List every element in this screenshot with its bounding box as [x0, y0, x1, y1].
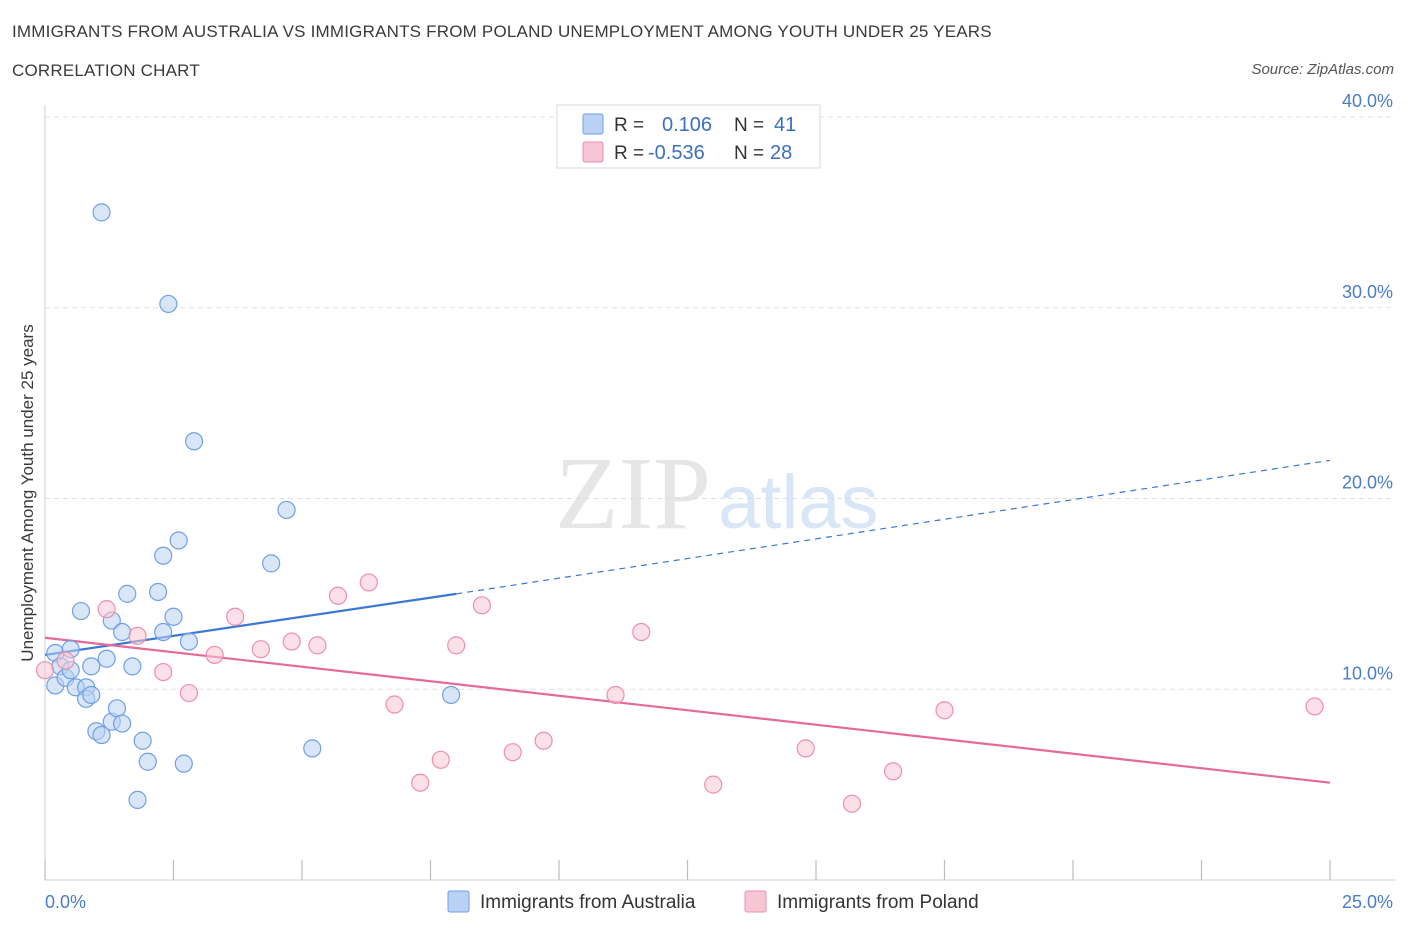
stats-legend-swatch-australia	[582, 113, 604, 135]
stats-legend-n-label-poland: N =	[734, 143, 764, 164]
chart-title: IMMIGRANTS FROM AUSTRALIA VS IMMIGRANTS …	[12, 22, 992, 41]
data-point-australia	[82, 657, 101, 676]
data-point-australia	[97, 649, 116, 668]
data-point-poland	[97, 600, 116, 619]
data-point-poland	[796, 739, 815, 758]
data-point-poland	[534, 731, 553, 750]
stats-legend-r-label-poland: R =	[614, 143, 644, 164]
trend-line-australia-extrapolated	[456, 459, 1331, 595]
data-point-poland	[606, 685, 625, 705]
data-point-poland	[226, 607, 245, 626]
gridlines	[45, 116, 1395, 690]
data-point-poland	[411, 773, 430, 792]
y-tick-label: 20.0%	[1342, 473, 1393, 493]
axes	[44, 105, 1395, 881]
data-point-poland	[56, 651, 75, 670]
y-tick-label: 30.0%	[1342, 282, 1393, 302]
data-point-poland	[251, 640, 270, 659]
x-tick-label: 0.0%	[45, 892, 86, 912]
data-point-australia	[148, 582, 168, 602]
data-point-poland	[359, 573, 378, 592]
watermark-zip: ZIP	[555, 436, 711, 551]
data-point-poland	[35, 661, 55, 680]
data-point-australia	[179, 632, 199, 651]
data-point-poland	[154, 662, 173, 682]
data-point-australia	[138, 752, 157, 771]
data-point-poland	[472, 596, 491, 615]
data-point-australia	[123, 657, 142, 676]
data-point-australia	[128, 790, 147, 809]
data-point-australia	[441, 685, 461, 705]
series-poland-points	[35, 573, 1324, 813]
data-point-australia	[71, 601, 91, 621]
stats-legend-r-value-poland: -0.536	[648, 142, 705, 164]
data-point-australia	[118, 584, 137, 603]
data-point-poland	[503, 743, 522, 762]
stats-legend-swatch-poland	[582, 141, 604, 163]
data-point-poland	[632, 622, 651, 642]
bottom-legend-label-australia: Immigrants from Australia	[480, 892, 696, 913]
data-point-poland	[282, 632, 301, 651]
stats-legend-n-label-australia: N =	[734, 115, 764, 136]
source-label: Source: ZipAtlas.com	[1251, 61, 1394, 78]
data-point-australia	[262, 554, 281, 573]
data-point-poland	[179, 683, 199, 703]
stats-legend-r-value-australia: 0.106	[662, 114, 712, 136]
chart-subtitle: CORRELATION CHART	[12, 61, 200, 80]
watermark-atlas: atlas	[718, 460, 879, 545]
data-point-poland	[704, 775, 723, 794]
data-point-australia	[112, 622, 132, 642]
trend-lines	[44, 459, 1331, 784]
data-point-poland	[328, 586, 348, 605]
bottom-legend: Immigrants from Australia Immigrants fro…	[447, 890, 979, 913]
data-point-australia	[112, 714, 132, 733]
data-point-poland	[205, 645, 224, 665]
stats-legend-n-value-australia: 41	[774, 114, 796, 136]
bottom-legend-swatch-australia	[447, 890, 470, 913]
data-point-poland	[935, 701, 954, 720]
data-point-poland	[447, 636, 466, 655]
data-point-australia	[169, 531, 188, 550]
tick-labels: 10.0% 20.0% 30.0% 40.0% 0.0% 25.0%	[45, 91, 1393, 912]
data-point-poland	[1305, 697, 1324, 716]
watermark: ZIP atlas	[555, 436, 879, 551]
stats-legend-n-value-poland: 28	[770, 142, 792, 164]
data-point-australia	[82, 685, 101, 705]
data-point-australia	[133, 731, 152, 750]
data-point-poland	[842, 794, 862, 813]
y-tick-label: 10.0%	[1342, 663, 1393, 683]
data-point-australia	[154, 546, 173, 565]
data-point-australia	[92, 203, 111, 222]
y-axis-title: Unemployment Among Youth under 25 years	[18, 324, 37, 661]
trend-line-poland	[44, 636, 1331, 784]
data-point-poland	[128, 626, 147, 645]
bottom-legend-label-poland: Immigrants from Poland	[777, 892, 979, 913]
data-point-australia	[107, 699, 127, 718]
data-point-australia	[154, 622, 173, 642]
data-point-australia	[277, 500, 296, 520]
data-point-australia	[184, 432, 204, 451]
stats-legend: R = 0.106 N = 41 R = -0.536 N = 28	[556, 104, 821, 169]
data-point-poland	[308, 636, 327, 655]
data-point-poland	[385, 695, 404, 714]
data-point-poland	[883, 762, 903, 781]
data-point-australia	[174, 754, 193, 773]
y-tick-label: 40.0%	[1342, 91, 1393, 111]
data-point-australia	[159, 294, 178, 314]
data-point-australia	[303, 739, 322, 758]
series-australia-points	[46, 203, 461, 809]
x-tick-label: 25.0%	[1342, 892, 1393, 912]
data-point-australia	[164, 607, 183, 626]
stats-legend-r-label-australia: R =	[614, 115, 644, 136]
data-point-poland	[431, 750, 450, 769]
bottom-legend-swatch-poland	[744, 890, 767, 913]
data-point-australia	[92, 725, 111, 745]
